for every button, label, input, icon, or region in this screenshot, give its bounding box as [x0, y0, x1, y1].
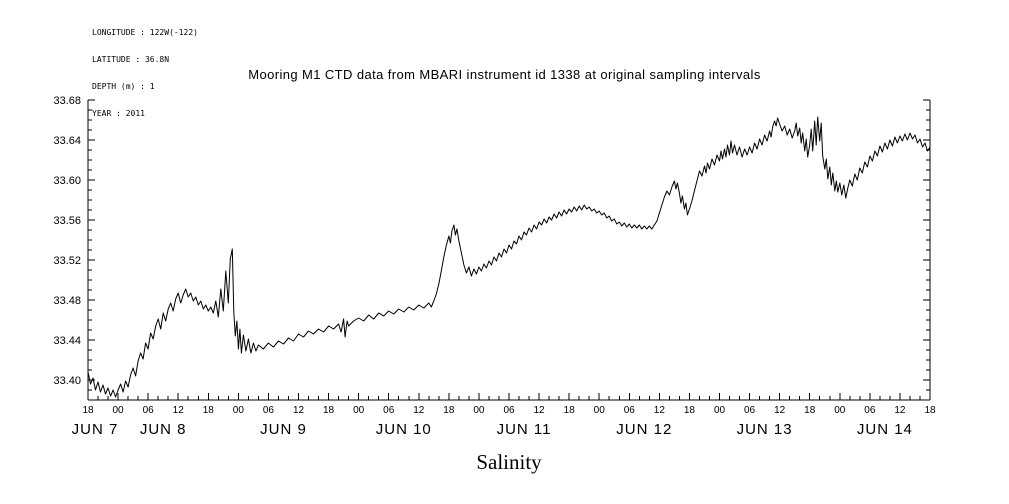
x-tick-hour-label: 06	[143, 405, 155, 416]
x-tick-hour-label: 18	[564, 405, 576, 416]
x-tick-hour-label: 12	[413, 405, 425, 416]
y-tick-label: 33.60	[53, 175, 81, 187]
x-day-label: JUN 7	[72, 421, 119, 438]
x-day-label: JUN 12	[616, 421, 672, 438]
x-tick-hour-label: 18	[804, 405, 816, 416]
y-tick-label: 33.44	[53, 335, 81, 347]
x-day-label: JUN 10	[376, 421, 432, 438]
x-tick-hour-label: 06	[503, 405, 515, 416]
salinity-series-line	[87, 116, 931, 398]
y-tick-label: 33.68	[53, 95, 81, 107]
y-tick-label: 33.48	[53, 295, 81, 307]
x-tick-hour-label: 00	[594, 405, 606, 416]
x-tick-hour-label: 00	[714, 405, 726, 416]
y-tick-label: 33.56	[53, 215, 81, 227]
x-tick-hour-label: 06	[864, 405, 876, 416]
x-tick-hour-label: 06	[263, 405, 275, 416]
x-tick-hour-label: 06	[624, 405, 636, 416]
x-tick-hour-label: 18	[684, 405, 696, 416]
x-tick-hour-label: 00	[233, 405, 245, 416]
x-tick-hour-label: 00	[473, 405, 485, 416]
info-latitude: LATITUDE : 36.8N	[92, 55, 170, 64]
x-tick-hour-label: 12	[774, 405, 786, 416]
x-tick-hour-label: 12	[173, 405, 185, 416]
info-depth: DEPTH (m) : 1	[92, 82, 155, 91]
x-tick-hour-label: 12	[534, 405, 546, 416]
x-day-label: JUN 13	[737, 421, 793, 438]
x-tick-hour-label: 00	[834, 405, 846, 416]
y-tick-label: 33.52	[53, 255, 81, 267]
x-tick-hour-label: 12	[894, 405, 906, 416]
plot-title: Mooring M1 CTD data from MBARI instrumen…	[248, 67, 761, 82]
x-day-label: JUN 11	[497, 421, 552, 438]
x-tick-hour-label: 00	[353, 405, 365, 416]
info-year: YEAR : 2011	[92, 109, 145, 118]
x-tick-hour-label: 12	[293, 405, 305, 416]
x-tick-hour-label: 18	[443, 405, 455, 416]
y-tick-label: 33.64	[53, 135, 81, 147]
x-day-label: JUN 8	[140, 421, 187, 438]
x-tick-hour-label: 06	[383, 405, 395, 416]
x-tick-hour-label: 12	[654, 405, 666, 416]
header-info: LONGITUDE : 122W(-122) LATITUDE : 36.8N …	[92, 10, 198, 136]
y-tick-label: 33.40	[53, 375, 81, 387]
x-tick-hour-label: 18	[323, 405, 335, 416]
x-tick-hour-label: 18	[203, 405, 215, 416]
x-day-label: JUN 9	[260, 421, 307, 438]
x-tick-hour-label: 00	[113, 405, 125, 416]
x-tick-hour-label: 18	[82, 405, 94, 416]
info-longitude: LONGITUDE : 122W(-122)	[92, 28, 198, 37]
x-tick-hour-label: 06	[744, 405, 756, 416]
x-axis-label: Salinity	[476, 450, 542, 474]
x-day-label: JUN 14	[857, 421, 913, 438]
x-tick-hour-label: 18	[924, 405, 936, 416]
